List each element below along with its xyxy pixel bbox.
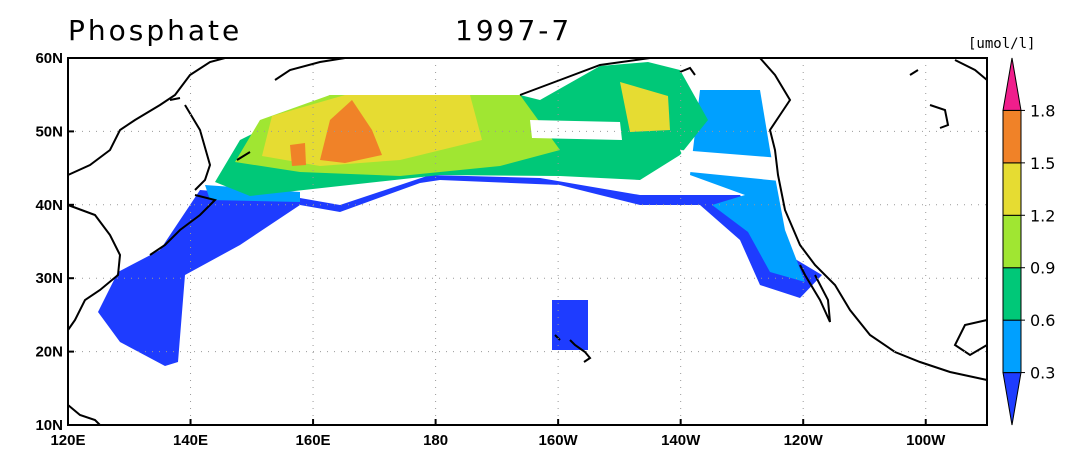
value-region (98, 175, 822, 366)
colorbar-arrow-low (1002, 372, 1022, 426)
missing-area (530, 120, 622, 140)
x-tick-label: 120E (50, 432, 85, 449)
colorbar-label: 1.5 (1030, 154, 1055, 173)
x-tick-label: 100W (906, 432, 946, 449)
x-tick-label: 160E (296, 432, 331, 449)
value-region (290, 143, 306, 166)
x-tick-label: 140W (661, 432, 701, 449)
colorbar: 0.3 0.6 0.9 1.2 1.5 1.8 (1002, 57, 1055, 426)
x-tick-label: 160W (539, 432, 579, 449)
coastlines (67, 57, 988, 426)
colorbar-box (1002, 162, 1022, 216)
colorbar-label: 0.3 (1030, 364, 1055, 383)
colorbar-box (1002, 109, 1022, 164)
colorbar-label: 1.8 (1030, 101, 1055, 120)
colorbar-box (1002, 214, 1022, 269)
colorbar-box (1002, 319, 1022, 374)
colorbar-arrow-high (1002, 57, 1022, 111)
y-tick-label: 50N (35, 123, 63, 140)
y-tick-label: 40N (35, 197, 63, 214)
title: Phosphate (68, 14, 242, 47)
colorbar-label: 0.9 (1030, 259, 1055, 278)
colorbar-box (1002, 267, 1022, 321)
value-region (552, 300, 588, 350)
value-region (620, 82, 670, 132)
x-tick-label: 120W (784, 432, 824, 449)
y-tick-label: 10N (35, 417, 63, 434)
value-region (320, 100, 382, 163)
x-tick-label: 180 (423, 432, 448, 449)
y-tick-label: 60N (35, 50, 63, 67)
unit: [umol/l] (968, 36, 1035, 52)
date: 1997-7 (455, 14, 572, 47)
y-tick-label: 20N (35, 344, 63, 361)
value-region (690, 90, 805, 282)
y-tick-label: 30N (35, 270, 63, 287)
x-tick-label: 140E (173, 432, 208, 449)
colorbar-label: 1.2 (1030, 206, 1055, 225)
missing-area (680, 150, 790, 182)
axis-labels: 120E 140E 160E 180 160W 140W 120W 100W 10N 20N 30N… (35, 50, 946, 449)
map-frame (67, 57, 988, 426)
colorbar-label: 0.6 (1030, 311, 1055, 330)
phosphate-field (98, 62, 822, 366)
